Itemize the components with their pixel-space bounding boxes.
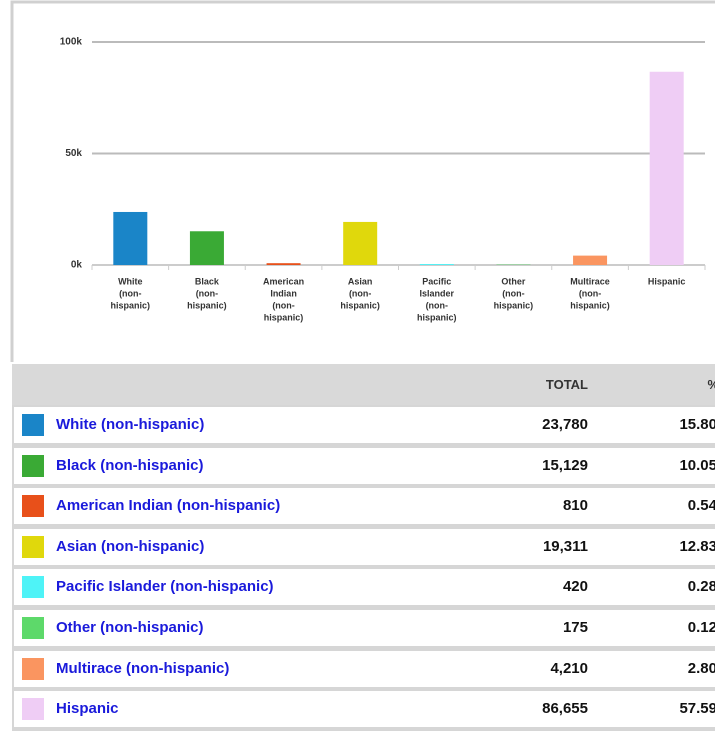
color-swatch: [22, 454, 44, 477]
bar: [649, 71, 684, 265]
bar: [419, 264, 454, 265]
header-cell: %: [707, 364, 715, 405]
row-name: Multirace (non-hispanic): [56, 659, 230, 677]
row-percent: 0.12: [687, 619, 715, 636]
color-swatch: [22, 576, 44, 599]
table-header: TOTAL %: [12, 364, 715, 405]
x-tick-label: American: [263, 276, 304, 286]
row-name: American Indian (non-hispanic): [56, 497, 281, 515]
x-tick-label: (non-: [272, 300, 295, 310]
chart: 0k 50k 100k White (non-hispanic) Black (non-hi…: [10, 0, 715, 362]
x-tick-label: White: [118, 276, 143, 286]
row-percent: 2.80: [687, 659, 715, 677]
row-percent: 15.80: [679, 416, 715, 433]
table-row: Pacific Islander (non-hispanic) 420 0.28: [14, 569, 715, 606]
row-percent: 57.59: [679, 700, 715, 718]
bar: [113, 211, 148, 265]
table-row: Other (non-hispanic) 175 0.12: [14, 610, 715, 646]
x-tick-label: hispanic): [570, 300, 610, 310]
x-tick-label: hispanic): [264, 312, 304, 322]
row-percent: 0.28: [687, 578, 715, 596]
x-tick-label: (non-: [426, 300, 449, 310]
x-tick-label: Indian: [270, 288, 297, 298]
x-tick-label: (non-: [502, 288, 525, 298]
bar: [266, 263, 301, 265]
row-name: White (non-hispanic): [56, 416, 205, 433]
x-tick-label: Multirace: [570, 276, 610, 286]
x-tick-label: Other: [501, 276, 526, 286]
row-name: Other (non-hispanic): [56, 619, 204, 636]
data-table: TOTAL % White (non-hispanic) 23,780 15.80 B…: [12, 364, 715, 731]
table-row: Multirace (non-hispanic) 4,210 2.80: [14, 650, 715, 687]
row-total: 19,311: [542, 537, 588, 555]
x-tick-label: Asian: [348, 276, 373, 286]
bar: [343, 221, 378, 265]
x-tick-label: Islander: [420, 288, 455, 298]
x-tick-label: (non-: [196, 288, 219, 298]
row-percent: 12.83: [679, 537, 715, 555]
chart-frame: [10, 0, 715, 362]
x-tick-label: hispanic): [417, 312, 457, 322]
bar: [189, 231, 224, 265]
x-tick-label: hispanic): [340, 300, 380, 310]
x-tick-label: hispanic): [111, 300, 151, 310]
y-tick-label: 0k: [71, 260, 83, 271]
row-percent: 10.05: [679, 456, 715, 474]
color-swatch: [22, 657, 44, 680]
row-total: 4,210: [550, 659, 588, 677]
row-name: Pacific Islander (non-hispanic): [56, 578, 274, 596]
table-row: Hispanic 86,655 57.59: [14, 691, 715, 728]
x-tick-label: (non-: [119, 288, 142, 298]
color-swatch: [22, 617, 44, 639]
row-total: 810: [562, 497, 588, 515]
table-row: Asian (non-hispanic) 19,311 12.83: [14, 528, 715, 565]
header-cell: TOTAL: [545, 377, 588, 392]
x-tick-label: hispanic): [494, 300, 534, 310]
row-total: 15,129: [542, 456, 588, 474]
row-total: 175: [562, 619, 588, 636]
row-total: 86,655: [542, 700, 588, 718]
table-row: White (non-hispanic) 23,780 15.80: [14, 407, 715, 443]
row-name: Black (non-hispanic): [56, 456, 204, 474]
x-tick-label: hispanic): [187, 300, 227, 310]
x-tick-label: (non-: [579, 288, 602, 298]
bar: [573, 255, 608, 265]
row-total: 420: [562, 578, 588, 596]
color-swatch: [22, 495, 44, 518]
x-tick-label: Black: [195, 276, 220, 286]
y-tick-label: 50k: [65, 148, 82, 159]
row-total: 23,780: [542, 416, 588, 433]
color-swatch: [22, 698, 44, 721]
row-percent: 0.54: [687, 497, 715, 515]
row-name: Asian (non-hispanic): [56, 537, 205, 555]
x-tick-label: Pacific: [422, 276, 451, 286]
x-tick-label: Hispanic: [648, 276, 686, 286]
x-tick-label: (non-: [349, 288, 372, 298]
row-name: Hispanic: [56, 700, 119, 718]
table-row: American Indian (non-hispanic) 810 0.54: [14, 488, 715, 525]
color-swatch: [22, 535, 44, 558]
table-row: Black (non-hispanic) 15,129 10.05: [14, 447, 715, 484]
color-swatch: [22, 414, 44, 436]
y-tick-label: 100k: [60, 37, 83, 48]
